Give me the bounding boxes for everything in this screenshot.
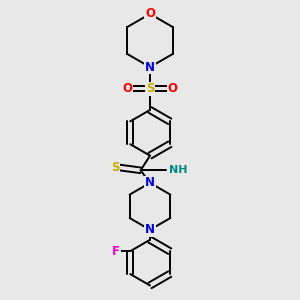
Text: O: O: [122, 82, 133, 95]
Text: O: O: [167, 82, 178, 95]
Text: O: O: [145, 8, 155, 20]
Text: S: S: [146, 82, 154, 95]
Text: F: F: [112, 245, 120, 258]
Text: NH: NH: [169, 165, 188, 175]
Text: S: S: [111, 161, 120, 174]
Text: N: N: [145, 61, 155, 74]
Text: N: N: [145, 176, 155, 189]
Text: N: N: [145, 223, 155, 236]
